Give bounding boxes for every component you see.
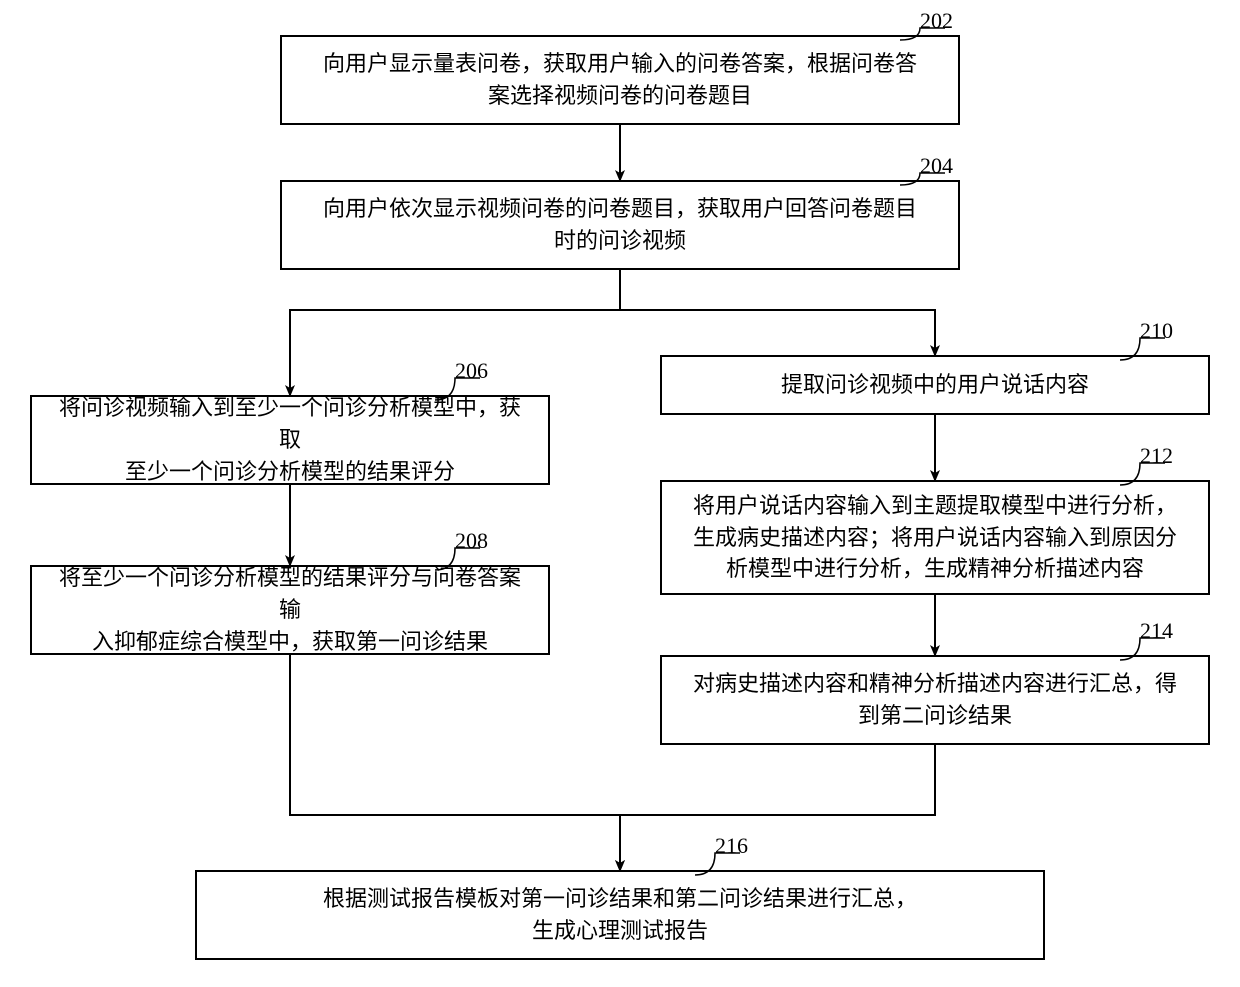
node-204: 向用户依次显示视频问卷的问卷题目，获取用户回答问卷题目时的问诊视频 — [280, 180, 960, 270]
node-208: 将至少一个问诊分析模型的结果评分与问卷答案输入抑郁症综合模型中，获取第一问诊结果 — [30, 565, 550, 655]
label-202: 202 — [920, 8, 953, 34]
node-202-text: 向用户显示量表问卷，获取用户输入的问卷答案，根据问卷答案选择视频问卷的问卷题目 — [323, 48, 917, 112]
node-204-text: 向用户依次显示视频问卷的问卷题目，获取用户回答问卷题目时的问诊视频 — [323, 193, 917, 257]
label-206: 206 — [455, 358, 488, 384]
node-202: 向用户显示量表问卷，获取用户输入的问卷答案，根据问卷答案选择视频问卷的问卷题目 — [280, 35, 960, 125]
edge-214-216 — [620, 745, 935, 870]
node-216: 根据测试报告模板对第一问诊结果和第二问诊结果进行汇总，生成心理测试报告 — [195, 870, 1045, 960]
label-210: 210 — [1140, 318, 1173, 344]
node-206-text: 将问诊视频输入到至少一个问诊分析模型中，获取至少一个问诊分析模型的结果评分 — [52, 392, 528, 488]
node-206: 将问诊视频输入到至少一个问诊分析模型中，获取至少一个问诊分析模型的结果评分 — [30, 395, 550, 485]
label-212: 212 — [1140, 443, 1173, 469]
label-216: 216 — [715, 833, 748, 859]
edge-208-216 — [290, 655, 620, 870]
node-210-text: 提取问诊视频中的用户说话内容 — [781, 369, 1089, 401]
node-214-text: 对病史描述内容和精神分析描述内容进行汇总，得到第二问诊结果 — [693, 668, 1177, 732]
node-214: 对病史描述内容和精神分析描述内容进行汇总，得到第二问诊结果 — [660, 655, 1210, 745]
node-216-text: 根据测试报告模板对第一问诊结果和第二问诊结果进行汇总，生成心理测试报告 — [323, 883, 917, 947]
node-208-text: 将至少一个问诊分析模型的结果评分与问卷答案输入抑郁症综合模型中，获取第一问诊结果 — [52, 562, 528, 658]
edge-204-210 — [620, 270, 935, 355]
node-210: 提取问诊视频中的用户说话内容 — [660, 355, 1210, 415]
node-212: 将用户说话内容输入到主题提取模型中进行分析，生成病史描述内容；将用户说话内容输入… — [660, 480, 1210, 595]
node-212-text: 将用户说话内容输入到主题提取模型中进行分析，生成病史描述内容；将用户说话内容输入… — [693, 490, 1177, 586]
label-204: 204 — [920, 153, 953, 179]
label-208: 208 — [455, 528, 488, 554]
label-214: 214 — [1140, 618, 1173, 644]
